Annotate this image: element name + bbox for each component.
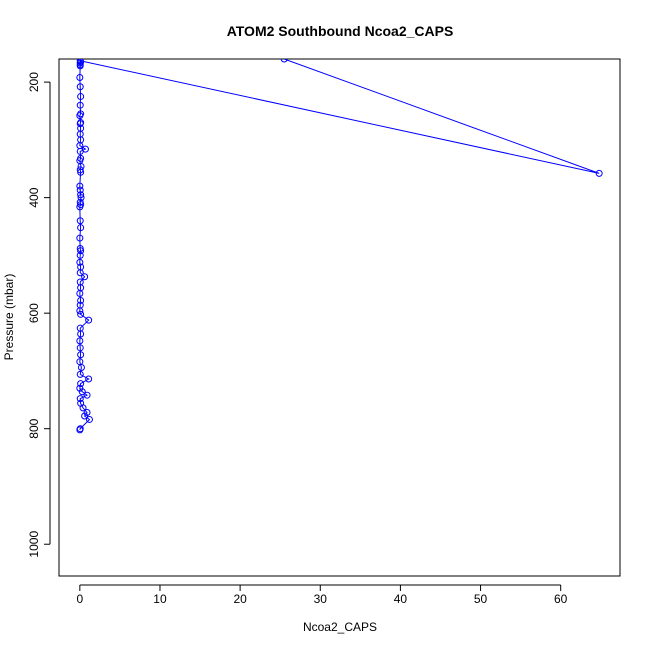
data-point <box>76 251 84 259</box>
data-point <box>85 415 93 423</box>
x-tick-label: 60 <box>554 592 568 606</box>
y-tick-label: 800 <box>27 418 41 438</box>
data-point <box>81 273 89 281</box>
data-point <box>77 247 85 255</box>
data-point <box>79 404 87 412</box>
data-point <box>77 363 85 371</box>
x-tick-label: 10 <box>153 592 167 606</box>
data-point <box>76 112 84 120</box>
x-axis: 0 10 20 30 40 50 60 <box>76 584 568 606</box>
x-tick-label: 0 <box>76 592 83 606</box>
x-tick-label: 50 <box>474 592 488 606</box>
data-point <box>85 375 93 383</box>
data-point <box>76 73 84 81</box>
data-point <box>280 59 288 63</box>
series-line <box>79 59 600 431</box>
data-point <box>77 93 85 101</box>
data-point <box>76 307 84 315</box>
data-point <box>77 59 85 66</box>
data-point <box>77 351 85 359</box>
y-tick-label: 600 <box>27 303 41 323</box>
data-point <box>76 182 84 190</box>
data-point <box>76 203 84 211</box>
chart-title: ATOM2 Southbound Ncoa2_CAPS <box>227 23 454 39</box>
data-point <box>77 191 85 199</box>
data-point <box>76 186 84 194</box>
data-point <box>77 168 85 176</box>
data-point <box>76 234 84 242</box>
data-point <box>76 62 84 70</box>
data-point <box>76 101 84 109</box>
x-tick-label: 40 <box>394 592 408 606</box>
data-point <box>76 384 84 392</box>
data-point <box>85 316 93 324</box>
y-axis: 200 400 600 800 1000 <box>27 72 51 558</box>
data-point <box>76 217 84 225</box>
data-point <box>81 412 89 420</box>
data-point <box>77 224 85 232</box>
data-point <box>77 296 85 304</box>
data-point <box>76 344 84 352</box>
data-point <box>595 169 603 177</box>
data-point <box>76 269 84 277</box>
x-tick-label: 30 <box>314 592 328 606</box>
y-tick-label: 1000 <box>27 531 41 558</box>
x-axis-label: Ncoa2_CAPS <box>303 620 377 634</box>
y-tick-label: 200 <box>27 72 41 92</box>
data-point <box>76 370 84 378</box>
data-point <box>76 426 84 434</box>
data-point <box>76 258 84 266</box>
y-tick-label: 400 <box>27 187 41 207</box>
data-point <box>76 120 84 128</box>
data-point <box>76 290 84 298</box>
data-point <box>77 330 85 338</box>
plot-frame <box>58 58 621 577</box>
data-point <box>77 380 85 388</box>
y-axis-label: Pressure (mbar) <box>2 274 16 361</box>
data-point <box>78 388 86 396</box>
data-point <box>76 83 84 91</box>
data-point <box>76 147 84 155</box>
data-point <box>77 310 85 318</box>
data-point <box>83 391 91 399</box>
data-point <box>77 194 85 202</box>
data-point <box>76 337 84 345</box>
data-point <box>76 395 84 403</box>
data-series <box>76 59 603 434</box>
x-tick-label: 20 <box>233 592 247 606</box>
data-point <box>83 409 91 417</box>
